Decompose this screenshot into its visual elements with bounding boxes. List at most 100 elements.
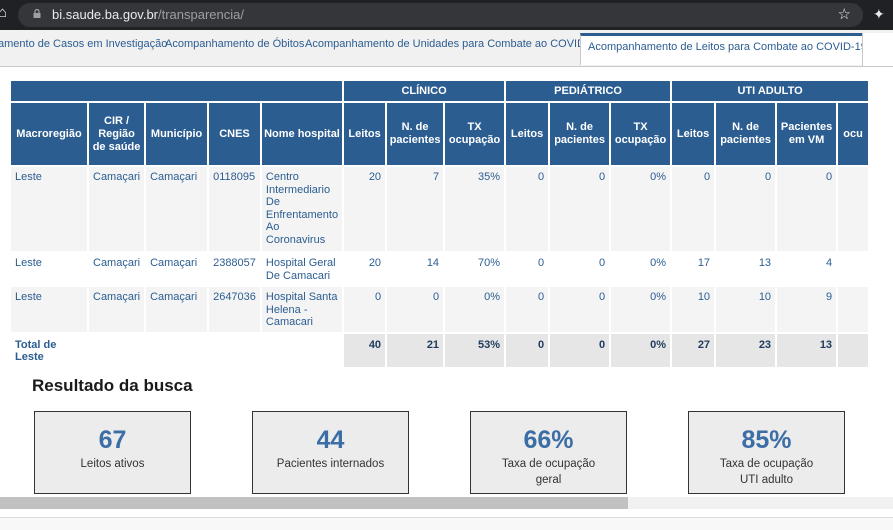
total-pediatrico-tx: 0% [611,333,671,367]
total-clinico-leitos: 40 [344,333,386,367]
group-uti-adulto: UTI ADULTO [672,81,869,101]
tab-overflow [862,33,893,66]
tab-casos-investigacao[interactable]: amento de Casos em Investigação [0,38,168,50]
cell-cnes: 2388057 [209,253,260,285]
cell-municipio: Camaçari [146,167,208,251]
col-macroregiao[interactable]: Macroregião [11,103,87,165]
cell-pediatrico-leitos: 0 [506,287,549,332]
total-uti-leitos: 27 [672,333,715,367]
card-label: Taxa de ocupação UTI adulto [719,458,814,486]
cell-cir: Camaçari [89,287,145,332]
cell-pediatrico-pacientes: 0 [550,167,610,251]
card-pacientes-internados: 44 Pacientes internados [252,411,409,494]
cell-uti-vm: 9 [777,287,837,332]
card-taxa-ocupacao-geral: 66% Taxa de ocupação geral [470,411,627,494]
cell-uti-vm: 4 [777,253,837,285]
url-text: bi.saude.ba.gov.br/transparencia/ [52,7,244,22]
col-pediatrico-leitos[interactable]: Leitos [506,103,549,165]
extensions-icon[interactable]: ✦ [873,6,885,22]
cell-nome-hospital: Centro Intermediario De Enfrentamento Ao… [261,167,343,251]
cell-clinico-tx: 0% [445,287,505,332]
total-row: Total de Leste 40 21 53% 0 0 0% 27 23 13 [11,333,869,367]
card-value: 66% [523,426,574,454]
card-taxa-ocupacao-uti: 85% Taxa de ocupação UTI adulto [688,411,845,494]
col-uti-tx-truncated[interactable]: ocu [838,103,869,165]
cell-uti-vm: 0 [777,167,837,251]
cell-cnes: 0118095 [209,167,260,251]
total-pediatrico-pacientes: 0 [550,333,610,367]
cell-municipio: Camaçari [146,253,208,285]
report-tabs: amento de Casos em Investigação Acompanh… [0,30,893,67]
col-pediatrico-pacientes[interactable]: N. de pacientes [550,103,610,165]
horizontal-scrollbar[interactable] [0,497,893,509]
col-clinico-leitos[interactable]: Leitos [344,103,386,165]
cell-pediatrico-pacientes: 0 [550,253,610,285]
cell-clinico-pacientes: 7 [387,167,444,251]
col-cir[interactable]: CIR / Região de saúde [89,103,145,165]
cell-clinico-tx: 70% [445,253,505,285]
card-leitos-ativos: 67 Leitos ativos [34,411,191,494]
group-clinico: CLÍNICO [344,81,505,101]
total-pediatrico-leitos: 0 [506,333,549,367]
scrollbar-thumb[interactable] [0,497,628,509]
total-spacer [89,333,343,367]
cell-clinico-pacientes: 0 [387,287,444,332]
col-municipio[interactable]: Município [146,103,208,165]
url-host: bi.saude.ba.gov.br [52,7,158,22]
card-label: Taxa de ocupação geral [501,458,596,486]
card-label: Leitos ativos [80,458,145,470]
cell-municipio: Camaçari [146,287,208,332]
home-icon[interactable]: ⌂ [0,4,8,21]
header-spacer [11,81,343,101]
total-clinico-tx: 53% [445,333,505,367]
cell-pediatrico-tx: 0% [611,287,671,332]
cell-uti-tx [838,167,869,251]
address-bar[interactable]: bi.saude.ba.gov.br/transparencia/ ☆ [18,3,863,27]
table-row: Leste Camaçari Camaçari 0118095 Centro I… [11,167,869,251]
cell-pediatrico-tx: 0% [611,167,671,251]
total-uti-tx [838,333,869,367]
card-value: 44 [316,426,345,454]
cell-pediatrico-leitos: 0 [506,253,549,285]
cell-clinico-leitos: 20 [344,167,386,251]
cell-uti-pacientes: 13 [716,253,776,285]
tab-obitos[interactable]: Acompanhamento de Óbitos [165,38,305,50]
cell-nome-hospital: Hospital Geral De Camacari [261,253,343,285]
card-value: 85% [741,426,792,454]
lock-icon [33,9,41,18]
cell-uti-leitos: 17 [672,253,715,285]
cell-cnes: 2647036 [209,287,260,332]
cell-nome-hospital: Hospital Santa Helena - Camacari [261,287,343,332]
col-uti-vm[interactable]: Pacientes em VM [777,103,837,165]
col-uti-leitos[interactable]: Leitos [672,103,715,165]
cell-cir: Camaçari [89,167,145,251]
col-clinico-pacientes[interactable]: N. de pacientes [387,103,444,165]
card-label: Pacientes internados [276,458,385,470]
table-row: Leste Camaçari Camaçari 2388057 Hospital… [11,253,869,285]
tab-leitos[interactable]: Acompanhamento de Leitos para Combate ao… [580,33,875,65]
tab-unidades[interactable]: Acompanhamento de Unidades para Combate … [305,38,601,50]
col-pediatrico-tx[interactable]: TX ocupação [611,103,671,165]
total-uti-vm: 13 [777,333,837,367]
cell-uti-pacientes: 0 [716,167,776,251]
total-uti-pacientes: 23 [716,333,776,367]
cell-pediatrico-tx: 0% [611,253,671,285]
col-clinico-tx[interactable]: TX ocupação [445,103,505,165]
leitos-table: CLÍNICO PEDIÁTRICO UTI ADULTO Macroregiã… [9,79,870,369]
bookmark-star-icon[interactable]: ☆ [837,6,851,23]
cell-macroregiao: Leste [11,167,87,251]
cell-uti-leitos: 10 [672,287,715,332]
cell-uti-tx [838,287,869,332]
browser-toolbar: ⌂ bi.saude.ba.gov.br/transparencia/ ☆ ✦ [0,0,893,30]
cell-clinico-leitos: 20 [344,253,386,285]
group-pediatrico: PEDIÁTRICO [506,81,671,101]
cell-uti-pacientes: 10 [716,287,776,332]
total-clinico-pacientes: 21 [387,333,444,367]
result-title: Resultado da busca [32,376,193,395]
col-uti-pacientes[interactable]: N. de pacientes [716,103,776,165]
cell-clinico-pacientes: 14 [387,253,444,285]
col-nome-hospital[interactable]: Nome hospital [261,103,343,165]
cell-clinico-tx: 35% [445,167,505,251]
col-cnes[interactable]: CNES [209,103,260,165]
total-label: Total de Leste [11,333,87,367]
